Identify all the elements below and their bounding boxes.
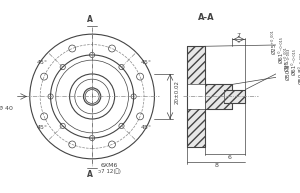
Text: A: A <box>87 15 93 24</box>
Text: Ø61⁰₋₀·₀₁₅: Ø61⁰₋₀·₀₁₅ <box>291 48 296 75</box>
Text: 6: 6 <box>227 155 231 160</box>
Text: 20±0.02: 20±0.02 <box>174 80 179 104</box>
Text: 45°: 45° <box>36 125 47 130</box>
Text: 45°: 45° <box>36 60 47 65</box>
Text: 45°: 45° <box>140 60 151 65</box>
Text: 7: 7 <box>237 33 241 38</box>
Text: Ø25⁺⁰·⁰⁰¹: Ø25⁺⁰·⁰⁰¹ <box>271 30 276 54</box>
Text: 45°: 45° <box>140 125 151 130</box>
Text: 8: 8 <box>214 163 218 168</box>
Text: 6XM6: 6XM6 <box>101 163 118 168</box>
Bar <box>205 84 232 109</box>
Circle shape <box>83 88 101 105</box>
Text: A: A <box>87 170 93 179</box>
Text: Ø61⁰₋₀·₀₁₅: Ø61⁰₋₀·₀₁₅ <box>278 36 283 63</box>
Bar <box>187 46 205 147</box>
Text: Ø50.8⁰₋₀·₀₀₃: Ø50.8⁰₋₀·₀₀₃ <box>285 48 290 80</box>
Text: Ø50.8⁰₋₀·₀₀₃: Ø50.8⁰₋₀·₀₀₃ <box>298 51 300 84</box>
Text: ↄ7 12(深): ↄ7 12(深) <box>98 168 121 174</box>
Text: A-A: A-A <box>198 13 215 22</box>
Circle shape <box>85 90 99 103</box>
Bar <box>187 84 205 109</box>
Text: Ø 40: Ø 40 <box>0 106 13 111</box>
Bar <box>224 90 245 103</box>
Text: Ø25⁺⁰·⁰⁰¹: Ø25⁺⁰·⁰⁰¹ <box>284 46 290 70</box>
